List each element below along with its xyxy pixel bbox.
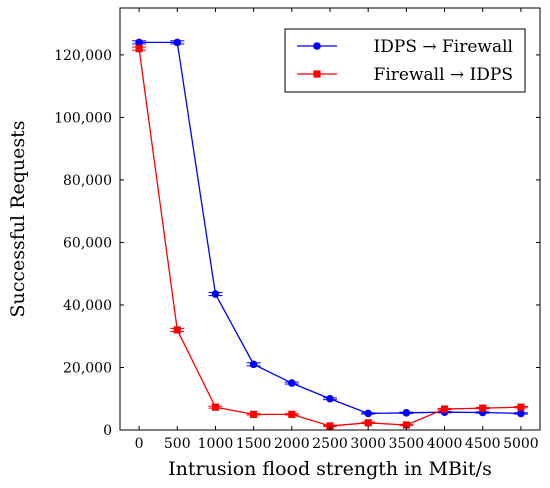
x-tick-label: 3500	[389, 436, 425, 452]
data-point	[364, 409, 372, 418]
legend-marker	[313, 42, 321, 50]
series-1	[132, 45, 528, 430]
legend-label: IDPS → Firewall	[374, 37, 513, 57]
x-tick-label: 4500	[465, 436, 501, 452]
data-point	[288, 379, 296, 387]
data-point	[326, 394, 334, 403]
data-point	[440, 405, 449, 413]
legend: IDPS → Firewall Firewall → IDPS	[284, 28, 526, 93]
series-line	[139, 41, 521, 415]
data-point	[173, 38, 182, 47]
data-point	[326, 422, 334, 430]
data-point	[211, 403, 220, 411]
x-tick-label: 3000	[350, 436, 386, 452]
series-line	[138, 48, 521, 427]
legend-label: Firewall → IDPS	[374, 65, 513, 85]
data-point	[517, 409, 525, 418]
axis-ticks: 0 500 1000 1500 2000 2500 3000 3500 4000 4500 5000…	[54, 8, 540, 452]
y-tick-label: 20,000	[63, 360, 112, 376]
legend-box	[284, 28, 526, 93]
y-tick-label: 40,000	[63, 298, 112, 314]
plot-content	[132, 38, 528, 430]
data-point	[364, 419, 372, 427]
data-point	[402, 421, 410, 429]
y-tick-label: 60,000	[63, 235, 112, 251]
data-point	[211, 290, 220, 298]
data-point	[173, 326, 181, 334]
data-point	[402, 409, 411, 417]
y-tick-label: 0	[103, 423, 112, 439]
x-tick-label: 2500	[312, 436, 348, 452]
legend-marker	[313, 70, 321, 78]
x-tick-label: 2000	[274, 436, 310, 452]
series-0	[132, 38, 528, 418]
y-tick-label: 100,000	[54, 110, 112, 126]
y-axis-label: Successful Requests	[7, 121, 29, 318]
data-point	[479, 404, 487, 412]
data-point	[288, 410, 296, 418]
x-tick-label: 1500	[236, 436, 272, 452]
y-tick-label: 120,000	[54, 48, 112, 64]
data-point	[135, 38, 143, 47]
data-point	[517, 403, 525, 411]
x-tick-label: 0	[135, 436, 144, 452]
data-point	[250, 410, 258, 418]
x-axis-label: Intrusion flood strength in MBit/s	[168, 458, 492, 480]
x-tick-label: 5000	[503, 436, 539, 452]
x-tick-label: 1000	[198, 436, 234, 452]
y-tick-label: 80,000	[63, 173, 112, 189]
x-tick-label: 4000	[427, 436, 463, 452]
x-tick-label: 500	[164, 436, 191, 452]
data-point	[135, 45, 143, 53]
data-point	[249, 360, 258, 369]
